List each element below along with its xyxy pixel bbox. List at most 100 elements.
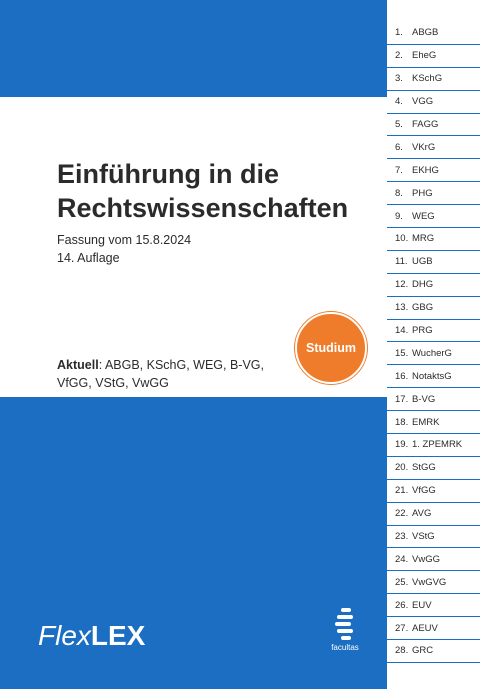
register-tab[interactable]: 15. WucherG — [387, 342, 480, 366]
register-tab[interactable]: 22. AVG — [387, 503, 480, 526]
edition-date: Fassung vom 15.8.2024 — [57, 233, 192, 247]
flexlex-logo: FlexLEX — [38, 620, 145, 652]
register-tab[interactable]: 9. WEG — [387, 205, 480, 229]
register-tab[interactable]: 19. 1. ZPEMRK — [387, 434, 480, 457]
register-tab[interactable]: 21. VfGG — [387, 480, 480, 503]
register-tab[interactable]: 8. PHG — [387, 182, 480, 206]
tab-label: B-VG — [412, 393, 436, 405]
edition-info: Fassung vom 15.8.2024 14. Auflage — [57, 231, 191, 267]
badge-label: Studium — [306, 341, 356, 355]
tab-number: 1. — [395, 27, 403, 39]
register-tab[interactable]: 27. AEUV — [387, 617, 480, 641]
tab-label: EMRK — [412, 416, 440, 428]
tab-number: 4. — [395, 96, 403, 108]
title-line-2: Rechtswissenschaften — [57, 193, 349, 223]
tab-label: UGB — [412, 256, 433, 268]
tab-number: 6. — [395, 141, 403, 153]
tab-label: VStG — [412, 531, 435, 543]
register-tab[interactable]: 17. B-VG — [387, 388, 480, 412]
tab-label: WEG — [412, 210, 435, 222]
current-laws-list: : ABGB, KSchG, WEG, B-VG, VfGG, VStG, Vw… — [57, 358, 265, 390]
tab-label: GBG — [412, 302, 434, 314]
register-tab[interactable]: 6. VKrG — [387, 136, 480, 160]
edition-number: 14. Auflage — [57, 251, 120, 265]
current-label: Aktuell — [57, 358, 99, 372]
logo-flex-text: Flex — [38, 620, 91, 651]
tab-number: 21. — [395, 485, 409, 497]
title-line-1: Einführung in die — [57, 159, 279, 189]
tab-number: 11. — [395, 256, 408, 268]
register-tab[interactable]: 4. VGG — [387, 91, 480, 114]
tab-number: 23. — [395, 531, 409, 543]
register-tab[interactable]: 23. VStG — [387, 526, 480, 549]
tab-label: PRG — [412, 325, 433, 337]
register-tab[interactable]: 11. UGB — [387, 251, 480, 274]
tab-number: 5. — [395, 119, 403, 130]
publisher-name: facultas — [331, 643, 359, 652]
current-laws-note: Aktuell: ABGB, KSchG, WEG, B-VG, VfGG, V… — [57, 356, 277, 392]
tab-label: VwGG — [412, 553, 440, 565]
studium-badge: Studium — [295, 312, 367, 384]
publisher-logo: facultas — [323, 606, 367, 652]
register-tab[interactable]: 26. EUV — [387, 594, 480, 618]
register-tab[interactable]: 5. FAGG — [387, 114, 480, 137]
tab-label: MRG — [412, 233, 435, 245]
register-tab[interactable]: 25. VwGVG — [387, 571, 480, 595]
tab-number: 24. — [395, 553, 409, 565]
register-tabs: 1. ABGB 2. EheG 3. KSchG 4. VGG 5. FAGG 6. VKrG 7. EK… — [387, 22, 480, 663]
register-tab[interactable]: 24. VwGG — [387, 548, 480, 572]
tab-label: VGG — [412, 96, 434, 108]
tab-number: 19. — [395, 439, 409, 451]
register-tab[interactable]: 7. EKHG — [387, 159, 480, 183]
tab-label: 1. ZPEMRK — [412, 439, 463, 451]
tab-label: VKrG — [412, 141, 436, 153]
tab-label: AEUV — [412, 622, 438, 634]
tab-number: 20. — [395, 462, 409, 474]
tab-number: 7. — [395, 164, 403, 176]
register-tab[interactable]: 20. StGG — [387, 457, 480, 480]
register-tab[interactable]: 16. NotaktsG — [387, 365, 480, 389]
tab-number: 27. — [395, 622, 409, 634]
tab-label: VfGG — [412, 485, 436, 497]
register-tab[interactable]: 3. KSchG — [387, 68, 480, 91]
tab-label: KSchG — [412, 73, 443, 85]
tab-number: 26. — [395, 599, 409, 611]
register-tab[interactable]: 2. EheG — [387, 45, 480, 68]
tab-label: FAGG — [412, 119, 439, 130]
register-tab[interactable]: 28. GRC — [387, 640, 480, 663]
register-tab[interactable]: 12. DHG — [387, 274, 480, 297]
tab-number: 9. — [395, 210, 403, 222]
register-tab[interactable]: 13. GBG — [387, 297, 480, 320]
tab-label: PHG — [412, 187, 433, 199]
tab-label: StGG — [412, 462, 436, 474]
tab-label: NotaktsG — [412, 370, 452, 382]
tab-number: 28. — [395, 645, 409, 657]
tab-number: 3. — [395, 73, 403, 85]
tab-number: 25. — [395, 576, 409, 588]
tab-number: 10. — [395, 233, 409, 245]
register-tab[interactable]: 1. ABGB — [387, 22, 480, 45]
tab-label: GRC — [412, 645, 434, 657]
tab-number: 17. — [395, 393, 409, 405]
tab-number: 2. — [395, 50, 403, 62]
tab-label: VwGVG — [412, 576, 447, 588]
tab-label: AVG — [412, 508, 432, 520]
tab-label: DHG — [412, 279, 434, 291]
register-tab[interactable]: 18. EMRK — [387, 411, 480, 435]
tab-label: EUV — [412, 599, 432, 611]
tab-label: EheG — [412, 50, 437, 62]
register-tab[interactable]: 10. MRG — [387, 228, 480, 251]
tab-number: 12. — [395, 279, 409, 291]
tab-number: 13. — [395, 302, 409, 314]
book-title: Einführung in die Rechtswissenschaften — [57, 157, 377, 225]
register-tab[interactable]: 14. PRG — [387, 320, 480, 343]
logo-lex-text: LEX — [90, 620, 146, 651]
tab-number: 8. — [395, 187, 403, 199]
tab-label: WucherG — [412, 347, 452, 359]
tab-label: EKHG — [412, 164, 439, 176]
tab-number: 22. — [395, 508, 409, 520]
tab-number: 14. — [395, 325, 409, 337]
tab-label: ABGB — [412, 27, 439, 39]
tab-number: 16. — [395, 370, 409, 382]
facultas-mark-icon — [323, 606, 367, 640]
